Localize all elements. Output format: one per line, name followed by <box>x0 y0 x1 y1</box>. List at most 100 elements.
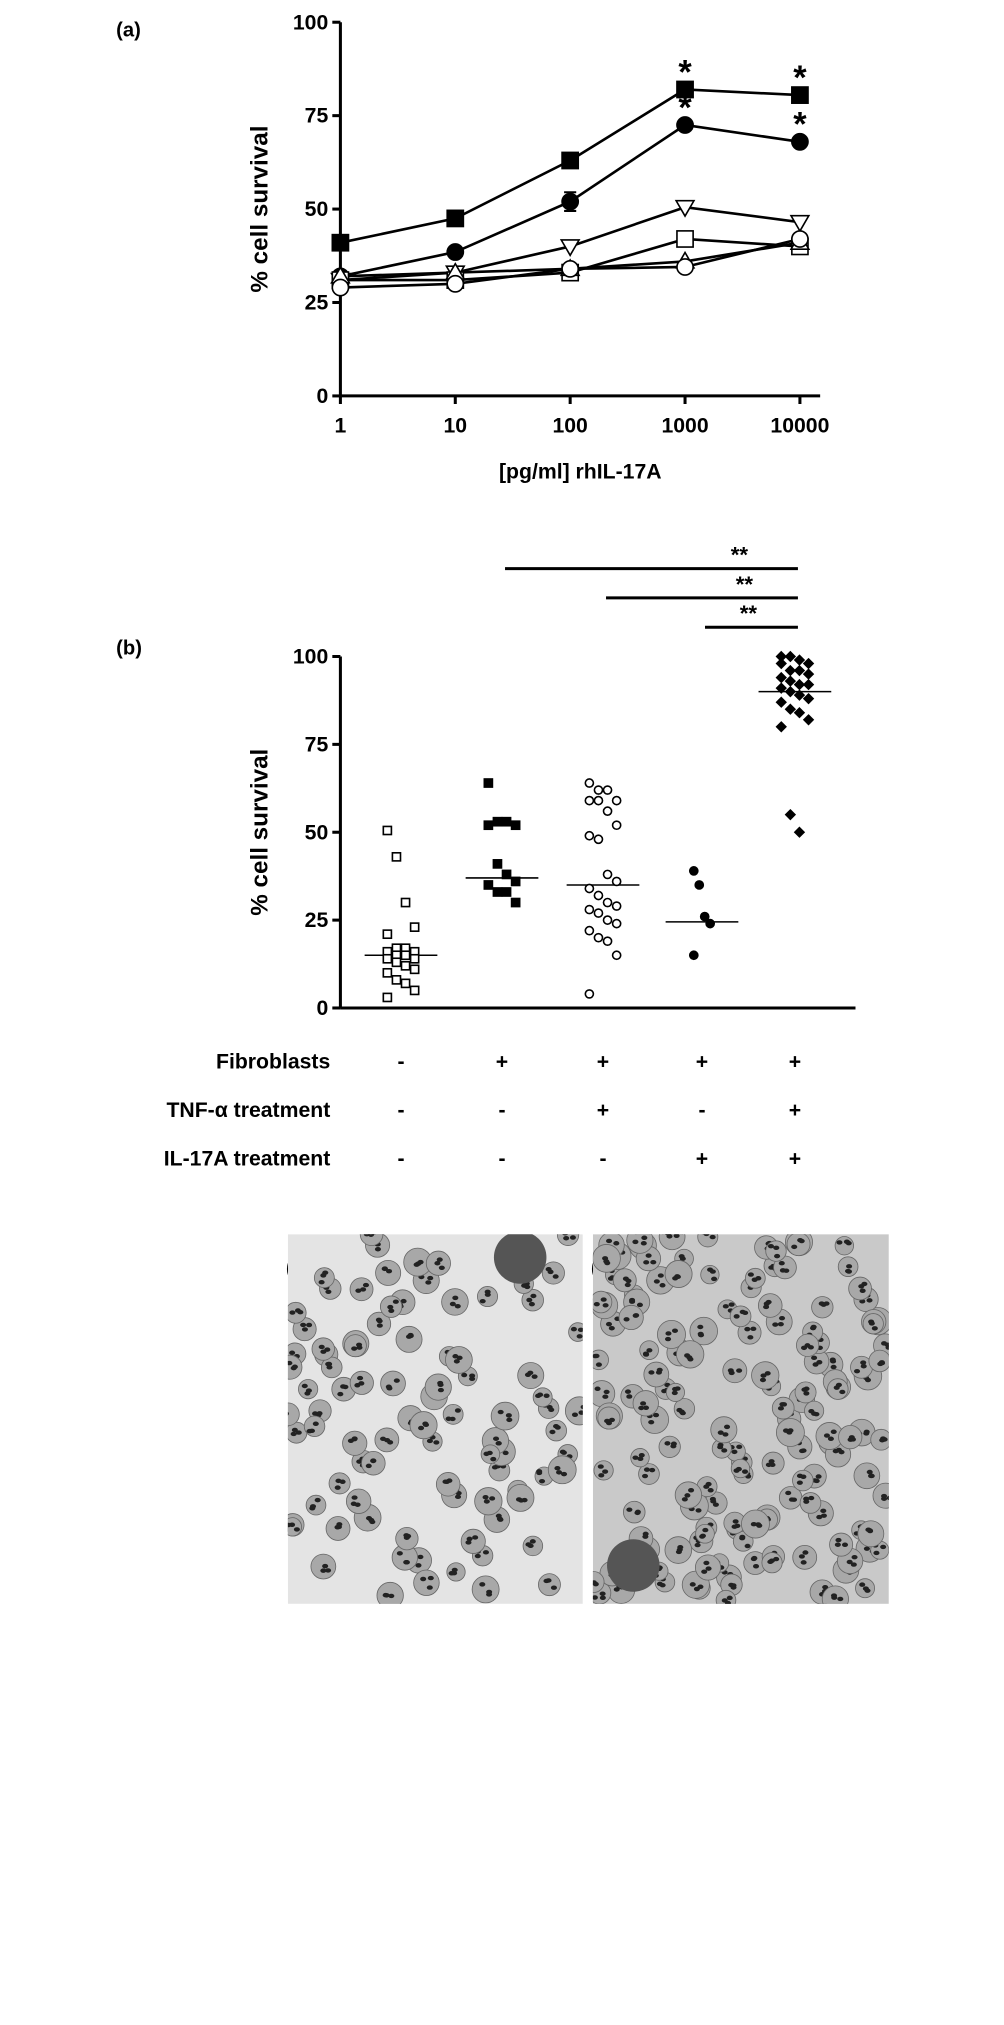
point <box>784 664 797 677</box>
nucleus <box>426 1585 433 1590</box>
nucleus <box>434 1261 441 1266</box>
nucleus <box>830 1364 837 1370</box>
nucleus <box>454 1303 461 1309</box>
nucleus <box>326 1365 333 1370</box>
nucleus <box>820 1513 827 1518</box>
nucleus <box>791 1244 798 1250</box>
x-axis-label: [pg/ml] rhIL-17A <box>499 461 662 484</box>
nucleus <box>653 1412 660 1418</box>
nucleus <box>388 1308 395 1313</box>
nucleus <box>632 1239 639 1245</box>
point <box>400 950 411 961</box>
nucleus <box>469 1373 476 1378</box>
nucleus <box>454 1494 462 1500</box>
nucleus <box>744 1543 751 1549</box>
nucleus <box>449 1416 456 1422</box>
y-tick-label: 25 <box>305 909 329 932</box>
large-cell <box>493 1234 547 1284</box>
nucleus <box>486 1589 493 1595</box>
nucleus <box>287 1411 289 1416</box>
marker <box>561 259 580 278</box>
nucleus <box>594 1386 601 1391</box>
nucleus <box>538 1478 546 1484</box>
cell <box>521 1288 544 1312</box>
nucleus <box>881 1496 888 1501</box>
nucleus <box>543 1393 550 1398</box>
nucleus <box>479 1582 486 1587</box>
nucleus <box>290 1431 297 1437</box>
point <box>784 685 797 698</box>
nucleus <box>860 1360 867 1365</box>
nucleus <box>733 1314 740 1319</box>
x-tick-label: 1 <box>335 414 347 437</box>
nucleus <box>318 1344 325 1350</box>
nucleus <box>859 1582 866 1587</box>
nucleus <box>427 1275 434 1281</box>
nucleus <box>851 1554 858 1560</box>
cell <box>792 1544 818 1570</box>
nucleus <box>778 1315 786 1321</box>
nucleus <box>845 1269 853 1274</box>
nucleus <box>449 1301 456 1307</box>
nucleus <box>552 1274 559 1279</box>
marker <box>676 258 694 276</box>
cell <box>441 1288 469 1316</box>
cell <box>799 1492 822 1514</box>
nucleus <box>835 1382 842 1388</box>
cell <box>673 1398 696 1420</box>
cell <box>442 1403 464 1425</box>
nucleus <box>822 1584 829 1590</box>
condition-cell: + <box>789 1148 801 1171</box>
nucleus <box>314 1497 321 1503</box>
nucleus <box>863 1546 870 1551</box>
point <box>602 806 613 816</box>
nucleus <box>705 1566 712 1571</box>
nucleus <box>670 1443 677 1449</box>
nucleus <box>777 1321 784 1327</box>
nucleus <box>813 1478 820 1484</box>
point <box>611 918 622 929</box>
nucleus <box>811 1411 818 1416</box>
nucleus <box>452 1354 459 1359</box>
cell <box>564 1396 583 1426</box>
cell <box>287 1354 303 1380</box>
point <box>611 820 622 831</box>
nucleus <box>788 1497 795 1502</box>
condition-cell: - <box>397 1148 404 1171</box>
condition-cell: + <box>696 1051 708 1074</box>
nucleus <box>886 1495 889 1501</box>
point <box>793 664 806 677</box>
nucleus <box>370 1458 377 1463</box>
point <box>611 876 622 887</box>
nucleus <box>495 1441 502 1446</box>
nucleus <box>554 1425 561 1430</box>
nucleus <box>722 1304 729 1309</box>
nucleus <box>783 1268 790 1273</box>
nucleus <box>400 1298 407 1304</box>
nucleus <box>751 1555 758 1561</box>
nucleus <box>854 1368 861 1374</box>
nucleus <box>747 1335 754 1340</box>
nucleus <box>860 1364 867 1369</box>
nucleus <box>483 1499 490 1504</box>
micrograph <box>592 1234 889 1604</box>
point <box>382 929 393 940</box>
nucleus <box>800 1474 807 1479</box>
nucleus <box>486 1450 493 1456</box>
nucleus <box>396 1551 403 1556</box>
nucleus <box>340 1384 347 1389</box>
nucleus <box>800 1560 807 1565</box>
nucleus <box>312 1421 319 1426</box>
nucleus <box>426 1438 433 1444</box>
condition-cell: + <box>496 1051 508 1074</box>
nucleus <box>301 1383 308 1389</box>
marker <box>676 230 694 248</box>
point <box>584 795 595 806</box>
nucleus <box>768 1459 775 1464</box>
cell <box>556 1234 580 1246</box>
point <box>409 922 420 932</box>
nucleus <box>648 1370 655 1375</box>
y-tick-label: 0 <box>316 385 328 408</box>
nucleus <box>648 1419 655 1425</box>
nucleus <box>335 1478 342 1484</box>
